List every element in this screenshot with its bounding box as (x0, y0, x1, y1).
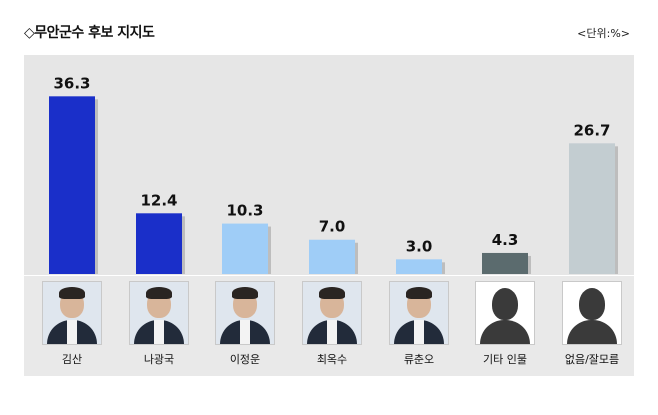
bar (309, 239, 355, 274)
data-label: 3.0 (406, 237, 433, 255)
bar (569, 143, 615, 274)
bar (482, 252, 528, 274)
data-label: 26.7 (573, 121, 610, 139)
unit-label: <단위:%> (577, 27, 630, 40)
candidate-photo (129, 281, 189, 345)
silhouette-icon (475, 281, 535, 345)
chart-background (24, 55, 634, 275)
candidate-photo (42, 281, 102, 345)
data-label: 7.0 (319, 218, 346, 236)
candidate-card: 김산 (41, 281, 103, 367)
data-label: 10.3 (226, 202, 263, 220)
bar (396, 259, 442, 274)
candidate-name: 기타 인물 (483, 353, 527, 366)
candidate-name: 김산 (61, 353, 83, 366)
candidate-card: 나광국 (128, 281, 190, 367)
candidate-name: 최옥수 (316, 353, 348, 366)
candidate-card: 류춘오 (388, 281, 450, 367)
data-label: 4.3 (492, 231, 519, 249)
candidate-card: 이정운 (214, 281, 276, 367)
candidate-name: 류춘오 (403, 353, 435, 366)
candidate-photo (389, 281, 449, 345)
candidate-card: 없음/잘모름 (561, 281, 623, 367)
candidate-name: 나광국 (143, 353, 175, 366)
bar (222, 223, 268, 274)
candidate-name: 이정운 (229, 353, 261, 366)
candidate-card: 기타 인물 (474, 281, 536, 367)
chart-title: ◇무안군수 후보 지지도 (24, 25, 155, 41)
data-label: 36.3 (53, 74, 90, 92)
bar (49, 96, 95, 275)
candidate-photo (215, 281, 275, 345)
data-label: 12.4 (140, 191, 177, 209)
candidate-card: 최옥수 (301, 281, 363, 367)
candidate-photo (302, 281, 362, 345)
bar (136, 213, 182, 274)
silhouette-icon (562, 281, 622, 345)
candidate-name: 없음/잘모름 (564, 353, 620, 366)
